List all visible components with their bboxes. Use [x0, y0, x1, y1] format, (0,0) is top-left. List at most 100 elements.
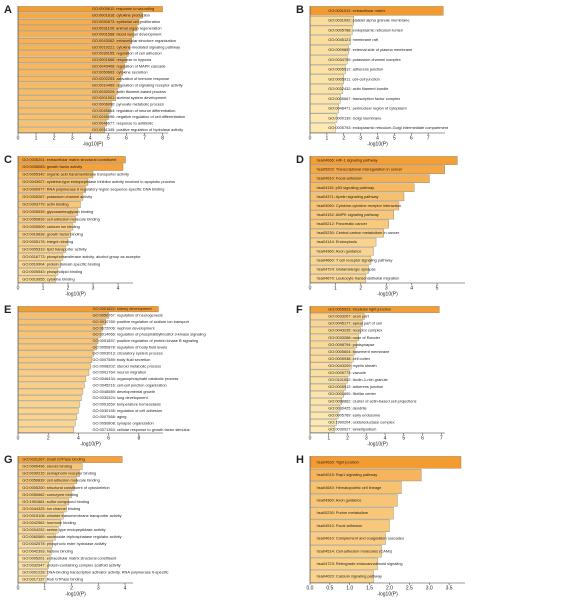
category-label: hsa04020: Calcium signaling pathway	[317, 574, 382, 579]
category-label: GO:0019838: growth factor binding	[22, 231, 83, 236]
panel: G GO:0031267: small GTPase binding GO:0005…	[4, 454, 168, 597]
category-label: GO:0006090: pyruvate metabolic process	[92, 101, 164, 106]
category-label: GO:0005667: transcription factor complex	[328, 96, 400, 101]
category-label: GO:0031267: small GTPase binding	[22, 457, 85, 462]
category-label: GO:0043209: myelin sheath	[328, 363, 376, 368]
category-label: GO:0031092: platelet alpha granule membr…	[328, 18, 409, 23]
bar	[17, 407, 79, 414]
category-label: hsa04115: p53 signaling pathway	[317, 185, 375, 190]
category-label: hsa04510: Focal adhesion	[317, 523, 363, 528]
category-label: GO:0005604: basement membrane	[328, 349, 389, 354]
category-label: GO:0005539: glycosaminoglycan binding	[22, 209, 93, 214]
category-label: hsa04660: T cell receptor signaling path…	[317, 257, 393, 262]
x-tick-label: 3	[385, 285, 388, 291]
category-label: GO:0001228: DNA-binding transcription ac…	[22, 569, 168, 574]
category-label: GO:0030029: actin filament-based process	[92, 89, 166, 94]
category-label: GO:1901681: sulfur compound binding	[22, 499, 89, 504]
x-tick-label: 0.5	[326, 585, 333, 591]
category-label: GO:0043235: receptor complex	[328, 328, 382, 333]
x-tick-label: 5	[107, 135, 110, 141]
x-axis-label: -log10(P)	[377, 291, 398, 297]
category-label: hsa05202: Transcriptional misregulation …	[317, 167, 403, 172]
category-label: GO:0030155: regulation of cell adhesion	[92, 51, 162, 56]
category-label: GO:0045596: negative regulation of cell …	[92, 114, 185, 119]
x-tick-label: 1	[325, 135, 328, 141]
category-label: GO:0015108: chloride transmembrane trans…	[22, 513, 121, 518]
category-label: GO:0001666: response to hypoxia	[92, 57, 152, 62]
x-tick-label: 3	[359, 135, 362, 141]
category-label: GO:0048589: developmental growth	[93, 389, 156, 394]
category-label: GO:0005788: endoplasmic reticulum lumen	[328, 27, 403, 32]
category-label: hsa05230: Central carbon metabolism in c…	[317, 230, 400, 235]
category-label: GO:0001650: fibrillar center	[328, 391, 376, 396]
category-label: GO:0042393: histone binding	[22, 548, 73, 553]
category-label: hsa04723: Retrograde endocannabinoid sig…	[317, 561, 403, 566]
category-label: GO:0033268: node of Ranvier	[328, 335, 381, 340]
category-label: GO:0043408: regulation of MAPK cascade	[92, 63, 166, 68]
category-label: GO:0019221: cytokine-mediated signaling …	[92, 44, 180, 49]
category-label: GO:0050808: synapse organization	[93, 421, 154, 426]
category-label: GO:0009897: external side of plasma memb…	[328, 47, 412, 52]
x-tick-label: 3	[71, 135, 74, 141]
panel-label: H	[296, 454, 304, 466]
x-axis-label: -log10(P)	[65, 291, 86, 297]
category-label: GO:0007589: body fluid secretion	[93, 357, 151, 362]
x-tick-label: 2	[346, 435, 349, 441]
category-label: GO:0001501: skeletal system development	[92, 95, 167, 100]
category-label: GO:0005773: vacuole	[328, 370, 366, 375]
category-label: GO:0030027: lamellipodium	[328, 427, 376, 432]
category-label: GO:0019904: protein domain specific bind…	[22, 261, 100, 266]
category-label: GO:0005543: phospholipid binding	[22, 269, 82, 274]
x-tick-label: 1	[327, 435, 330, 441]
category-label: GO:0005178: integrin binding	[22, 239, 73, 244]
x-tick-label: 4	[117, 285, 120, 291]
category-label: GO:0003779: actin binding	[22, 202, 68, 207]
category-label: GO:0050663: cytokine secretion	[92, 70, 148, 75]
category-label: GO:0002253: activation of immune respons…	[92, 76, 169, 81]
category-label: GO:0005938: cell cortex	[328, 356, 370, 361]
category-label: GO:0071363: cellular response to growth …	[93, 427, 190, 432]
x-tick-label: 6	[107, 435, 110, 441]
category-label: GO:0032947: protein-containing complex s…	[22, 562, 120, 567]
x-tick-label: 0	[17, 435, 20, 441]
category-label: GO:0034705: potassium channel complex	[328, 57, 401, 62]
x-tick-label: 2	[342, 135, 345, 141]
category-label: GO:0098862: cluster of actin-based cell …	[328, 398, 416, 403]
category-label: GO:0048471: perinuclear region of cytopl…	[328, 106, 407, 111]
category-label: GO:0050662: coenzyme binding	[22, 492, 78, 497]
category-label: GO:0001659: temperature homeostasis	[93, 401, 161, 406]
x-tick-label: 3	[92, 285, 95, 291]
category-label: GO:0005912: adherens junction	[328, 384, 383, 389]
x-tick-label: 1	[334, 285, 337, 291]
category-label: GO:0031012: extracellular matrix	[328, 8, 385, 13]
category-label: hsa04360: Axon guidance	[317, 248, 362, 253]
bar	[17, 388, 84, 395]
category-label: GO:0005201: extracellular matrix structu…	[22, 157, 117, 162]
x-tick-label: 1	[35, 135, 38, 141]
panel-label: C	[4, 154, 12, 166]
category-label: GO:0009611: response to wounding	[92, 6, 154, 11]
bar	[17, 382, 85, 389]
category-label: GO:0005267: potassium channel activity	[22, 194, 92, 199]
panel-label: D	[296, 154, 304, 166]
category-label: GO:0001822: kidney development	[93, 306, 153, 311]
x-tick-label: 6	[410, 135, 413, 141]
bar	[17, 363, 91, 370]
category-label: GO:0010469: regulation of signaling rece…	[92, 82, 183, 87]
category-label: GO:0030324: lung development	[93, 395, 149, 400]
category-label: GO:0051345: positive regulation of hydro…	[92, 127, 183, 132]
category-label: GO:0050673: epithelial cell proliferatio…	[92, 19, 160, 24]
panel-label: A	[4, 4, 12, 16]
category-label: hsa04060: Cytokine-cytokine receptor int…	[317, 203, 401, 208]
category-label: GO:0005923: bicellular tight junction	[328, 307, 391, 312]
category-label: GO:0008083: growth factor activity	[22, 164, 82, 169]
bar	[17, 344, 97, 351]
category-label: GO:0010765: positive regulation of sodiu…	[93, 319, 190, 324]
category-label: GO:0000977: RNA polymerase II regulatory…	[22, 187, 164, 192]
category-label: GO:0072006: nephron development	[93, 325, 156, 330]
category-label: GO:0032432: actin filament bundle	[328, 86, 388, 91]
category-label: GO:0003013: circulatory system process	[93, 351, 163, 356]
category-label: GO:0033267: axon part	[328, 314, 370, 319]
